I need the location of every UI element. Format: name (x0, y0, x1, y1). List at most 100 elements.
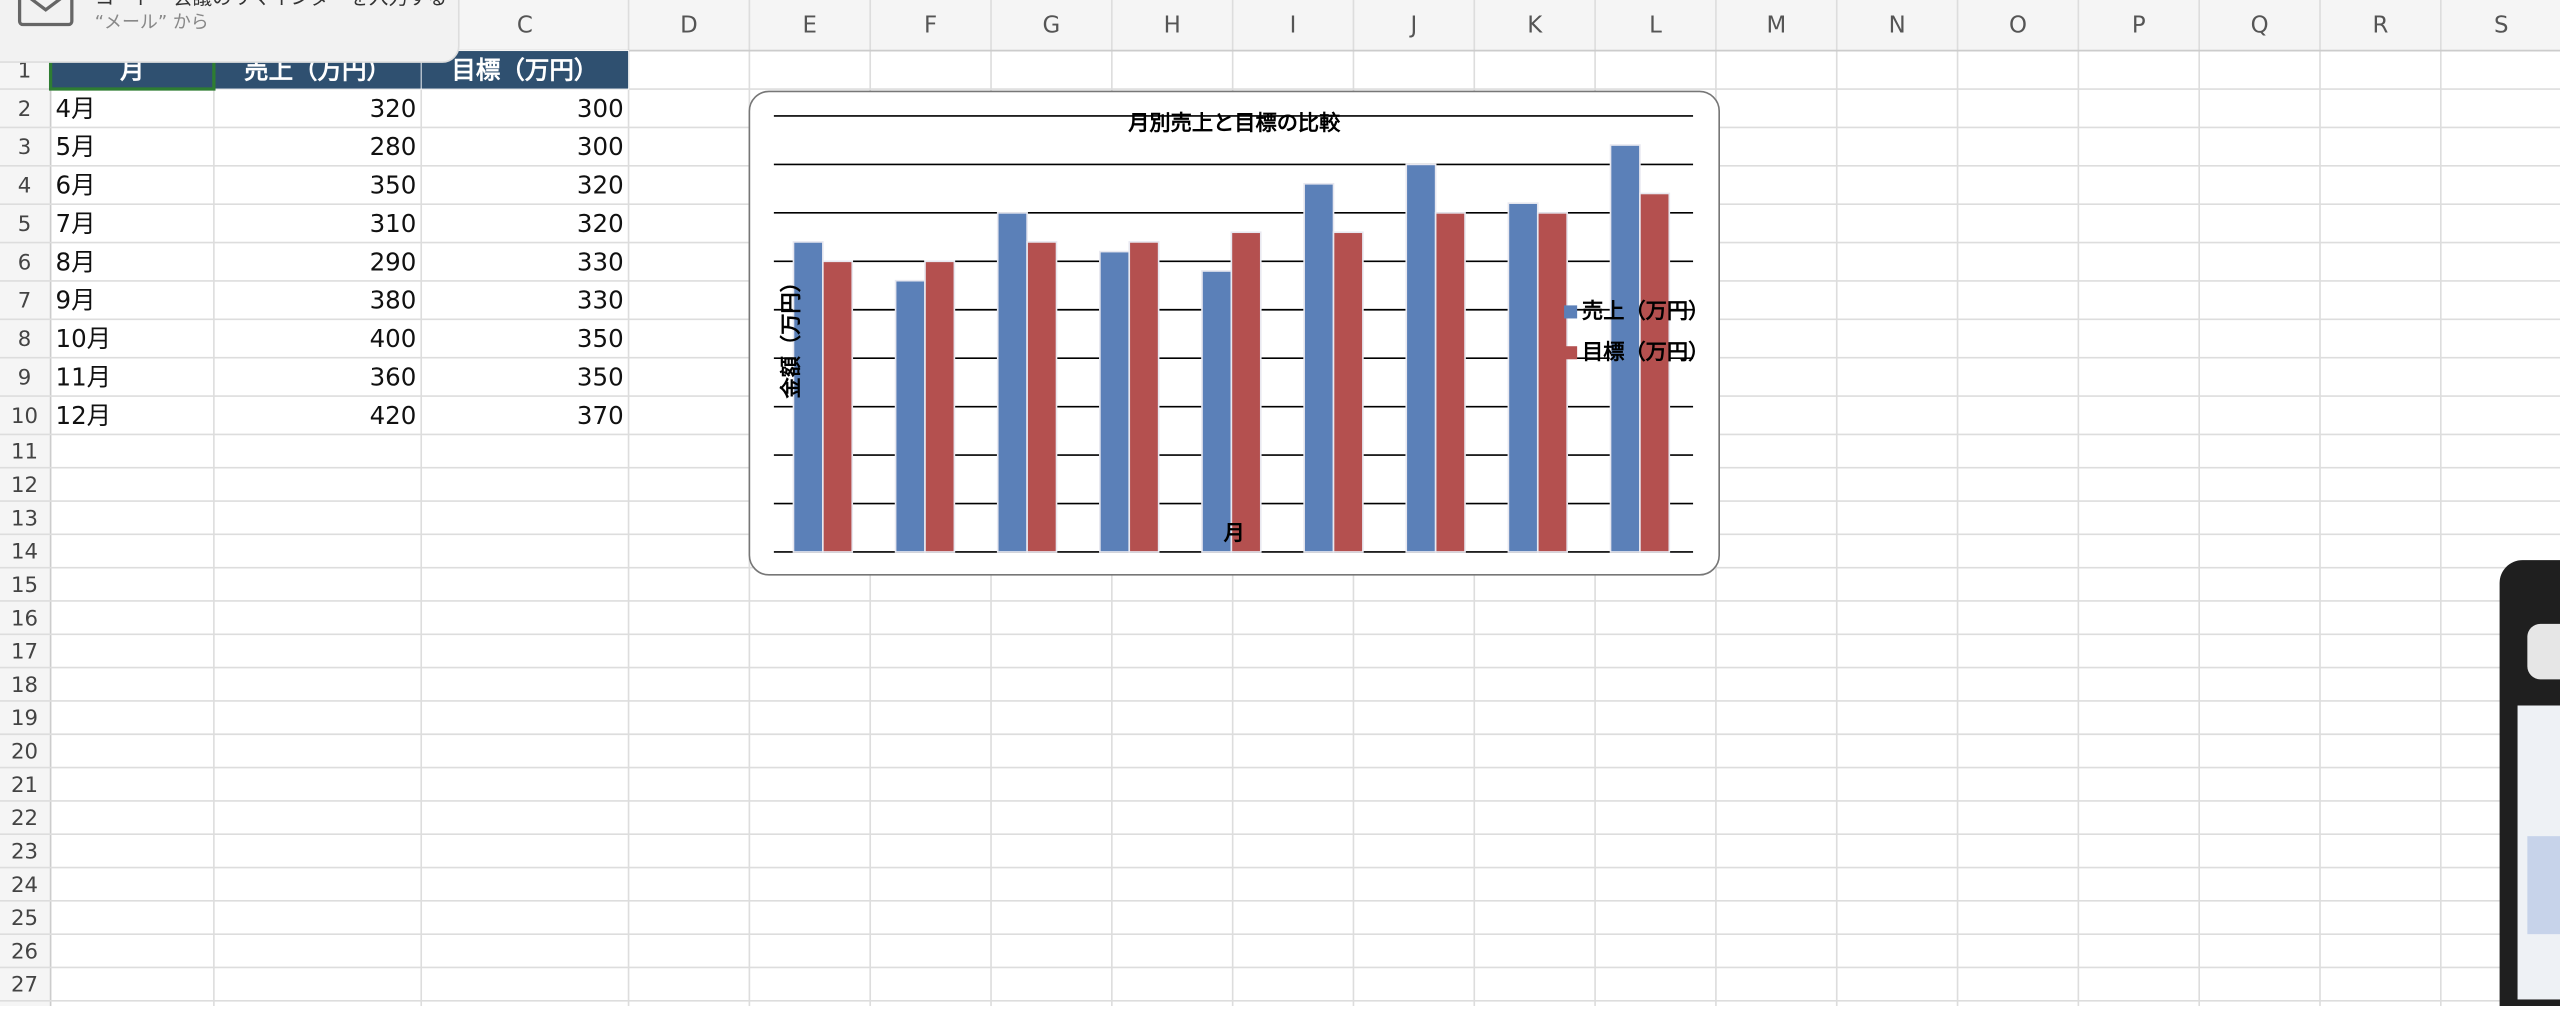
cell-text: 7月 (56, 209, 96, 238)
cell-text: 330 (577, 247, 624, 276)
cell-text: 300 (577, 132, 624, 161)
bar (996, 212, 1028, 553)
column-header: M (1766, 13, 1786, 39)
column-header: N (1889, 13, 1906, 39)
cell-text: 380 (370, 286, 417, 315)
column-header: O (2009, 13, 2027, 39)
column-header: Q (2251, 13, 2269, 39)
row-header: 23 (11, 839, 38, 864)
cell-text: 420 (370, 401, 417, 430)
row-header: 22 (11, 806, 38, 831)
bar (894, 279, 926, 553)
bar (1609, 144, 1641, 553)
bar (1507, 202, 1539, 553)
cell-text: 12月 (56, 401, 112, 430)
column-header: S (2494, 13, 2509, 39)
row-header: 19 (11, 706, 38, 731)
row-header: 15 (11, 573, 38, 598)
row-header: 27 (11, 973, 38, 998)
bar (1434, 212, 1466, 553)
column-header: R (2372, 13, 2388, 39)
legend-swatch (1564, 346, 1578, 360)
notification-box[interactable] (0, 0, 460, 63)
legend-label: 売上（万円） (1582, 298, 1709, 324)
row-header: 3 (18, 135, 32, 160)
row-header: 13 (11, 506, 38, 531)
row-header: 11 (11, 440, 38, 465)
cell-text: 350 (370, 171, 417, 200)
bar (1405, 163, 1437, 553)
row-header: 10 (11, 404, 38, 429)
legend-swatch (1564, 305, 1578, 319)
chart-title: 月別売上と目標の比較 (1127, 110, 1341, 136)
column-header: F (924, 13, 937, 39)
cell-text: 280 (370, 132, 417, 161)
column-header: I (1290, 13, 1297, 39)
cell-text: 9月 (56, 286, 96, 315)
column-header: G (1043, 13, 1061, 39)
cell-text: 350 (577, 324, 624, 353)
notification-title: コード・会議のリマインダーを入力する (95, 0, 447, 9)
row-header: 24 (11, 873, 38, 898)
header-text: 目標（万円） (451, 55, 598, 84)
row-header: 9 (18, 365, 32, 390)
cell-text: 320 (577, 209, 624, 238)
row-header: 17 (11, 640, 38, 665)
cell-text: 6月 (56, 171, 96, 200)
bar (1128, 241, 1160, 553)
row-header: 14 (11, 540, 38, 565)
notification-source: “メール” から (95, 12, 209, 33)
cell-text: 4月 (56, 94, 96, 123)
bar (1639, 192, 1671, 553)
row-header: 26 (11, 939, 38, 964)
bar (1303, 182, 1335, 553)
bar (822, 260, 854, 553)
cell-text: 370 (577, 401, 624, 430)
row-header: 8 (18, 327, 32, 352)
widget-button[interactable] (2527, 623, 2560, 680)
cell-text: 310 (370, 209, 417, 238)
cell-text: 400 (370, 324, 417, 353)
column-header: K (1527, 13, 1543, 39)
column-header: H (1164, 13, 1181, 39)
widget-preview-block (2527, 836, 2560, 935)
mail-icon-flap (29, 0, 62, 12)
bar (1099, 250, 1131, 553)
row-header: 7 (18, 289, 32, 314)
cell-text: 5月 (56, 132, 96, 161)
bar (1332, 231, 1364, 553)
column-header: L (1649, 13, 1662, 39)
bar (1026, 241, 1058, 553)
cell-text: 300 (577, 94, 624, 123)
column-header: C (517, 13, 533, 39)
legend-label: 目標（万円） (1582, 340, 1709, 365)
header-cell (420, 50, 629, 90)
row-header: 18 (11, 673, 38, 698)
row-header: 16 (11, 606, 38, 631)
bar (924, 260, 956, 553)
column-header: E (803, 13, 817, 39)
bar (792, 241, 824, 553)
cell-text: 10月 (56, 324, 112, 353)
row-header: 1 (18, 58, 32, 83)
row-header: 4 (18, 174, 32, 199)
x-axis-label: 月 (1223, 521, 1245, 546)
notification[interactable]: コード・会議のリマインダーを入力する “メール” から (0, 0, 460, 63)
cell-text: 360 (370, 362, 417, 391)
column-header: P (2132, 13, 2146, 39)
bar (1201, 270, 1233, 553)
row-header: 6 (18, 250, 32, 275)
bar (1230, 231, 1262, 553)
cell-text: 11月 (56, 362, 112, 391)
row-header-bar (0, 50, 51, 1006)
row-header: 20 (11, 740, 38, 765)
y-axis-label: 金額（万円） (778, 271, 804, 399)
row-header: 2 (18, 97, 32, 122)
mail-icon (17, 0, 74, 27)
row-header: 5 (18, 212, 32, 237)
row-header: 21 (11, 773, 38, 798)
bar (1536, 212, 1568, 553)
row-header: 25 (11, 906, 38, 931)
